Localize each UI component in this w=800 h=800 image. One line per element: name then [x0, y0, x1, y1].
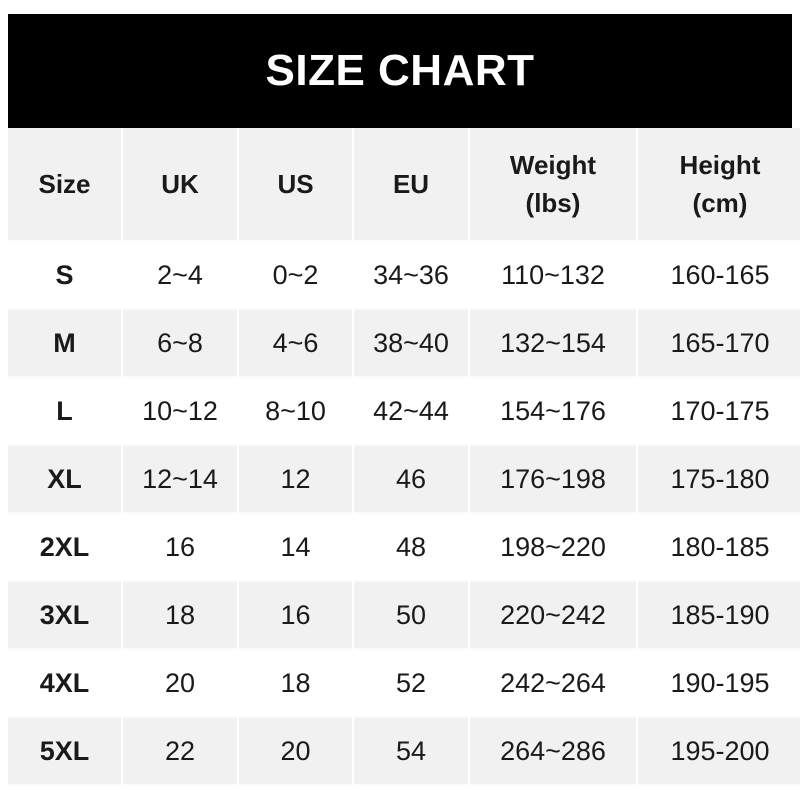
table-row: 3XL 18 16 50 220~242 185-190 — [8, 581, 800, 649]
cell-weight: 154~176 — [470, 377, 636, 445]
header-height: Height (cm) — [638, 128, 800, 241]
table-row: 2XL 16 14 48 198~220 180-185 — [8, 513, 800, 581]
cell-us: 18 — [239, 649, 352, 717]
cell-uk: 12~14 — [123, 445, 237, 513]
header-label: EU — [392, 169, 430, 199]
cell-size: 5XL — [8, 717, 121, 785]
header-uk: UK — [123, 128, 237, 241]
cell-us: 20 — [239, 717, 352, 785]
cell-height: 170-175 — [638, 377, 800, 445]
header-unit: (lbs) — [525, 188, 581, 218]
cell-us: 8~10 — [239, 377, 352, 445]
cell-uk: 16 — [123, 513, 237, 581]
cell-us: 14 — [239, 513, 352, 581]
header-label: Size — [38, 169, 91, 199]
cell-size: XL — [8, 445, 121, 513]
cell-eu: 52 — [354, 649, 468, 717]
cell-height: 175-180 — [638, 445, 800, 513]
cell-size: 3XL — [8, 581, 121, 649]
cell-uk: 20 — [123, 649, 237, 717]
cell-eu: 34~36 — [354, 241, 468, 309]
cell-height: 185-190 — [638, 581, 800, 649]
header-eu: EU — [354, 128, 468, 241]
cell-eu: 46 — [354, 445, 468, 513]
cell-size: S — [8, 241, 121, 309]
cell-uk: 18 — [123, 581, 237, 649]
cell-eu: 50 — [354, 581, 468, 649]
table-row: 5XL 22 20 54 264~286 195-200 — [8, 717, 800, 785]
table-row: 4XL 20 18 52 242~264 190-195 — [8, 649, 800, 717]
header-label: Weight — [509, 150, 597, 180]
table-row: XL 12~14 12 46 176~198 175-180 — [8, 445, 800, 513]
cell-eu: 54 — [354, 717, 468, 785]
table-row: M 6~8 4~6 38~40 132~154 165-170 — [8, 309, 800, 377]
header-weight: Weight (lbs) — [470, 128, 636, 241]
cell-uk: 2~4 — [123, 241, 237, 309]
cell-eu: 48 — [354, 513, 468, 581]
cell-weight: 198~220 — [470, 513, 636, 581]
cell-height: 195-200 — [638, 717, 800, 785]
header-label: UK — [161, 169, 199, 199]
table-row: S 2~4 0~2 34~36 110~132 160-165 — [8, 241, 800, 309]
size-chart-title: SIZE CHART — [8, 14, 792, 128]
cell-size: 2XL — [8, 513, 121, 581]
cell-height: 160-165 — [638, 241, 800, 309]
cell-weight: 176~198 — [470, 445, 636, 513]
cell-weight: 264~286 — [470, 717, 636, 785]
header-us: US — [239, 128, 352, 241]
cell-weight: 220~242 — [470, 581, 636, 649]
size-chart-table: Size UK US EU Weight (lbs) Height (cm) S 2~… — [6, 128, 800, 785]
cell-size: 4XL — [8, 649, 121, 717]
cell-us: 12 — [239, 445, 352, 513]
cell-size: M — [8, 309, 121, 377]
cell-height: 180-185 — [638, 513, 800, 581]
header-row: Size UK US EU Weight (lbs) Height (cm) — [8, 128, 800, 241]
cell-uk: 10~12 — [123, 377, 237, 445]
header-size: Size — [8, 128, 121, 241]
cell-weight: 110~132 — [470, 241, 636, 309]
table-row: L 10~12 8~10 42~44 154~176 170-175 — [8, 377, 800, 445]
header-unit: (cm) — [692, 188, 748, 218]
cell-eu: 42~44 — [354, 377, 468, 445]
cell-weight: 242~264 — [470, 649, 636, 717]
cell-us: 4~6 — [239, 309, 352, 377]
cell-height: 190-195 — [638, 649, 800, 717]
cell-height: 165-170 — [638, 309, 800, 377]
cell-us: 0~2 — [239, 241, 352, 309]
cell-uk: 6~8 — [123, 309, 237, 377]
header-label: US — [277, 169, 314, 199]
cell-size: L — [8, 377, 121, 445]
cell-us: 16 — [239, 581, 352, 649]
cell-weight: 132~154 — [470, 309, 636, 377]
header-label: Height — [679, 150, 761, 180]
cell-uk: 22 — [123, 717, 237, 785]
cell-eu: 38~40 — [354, 309, 468, 377]
